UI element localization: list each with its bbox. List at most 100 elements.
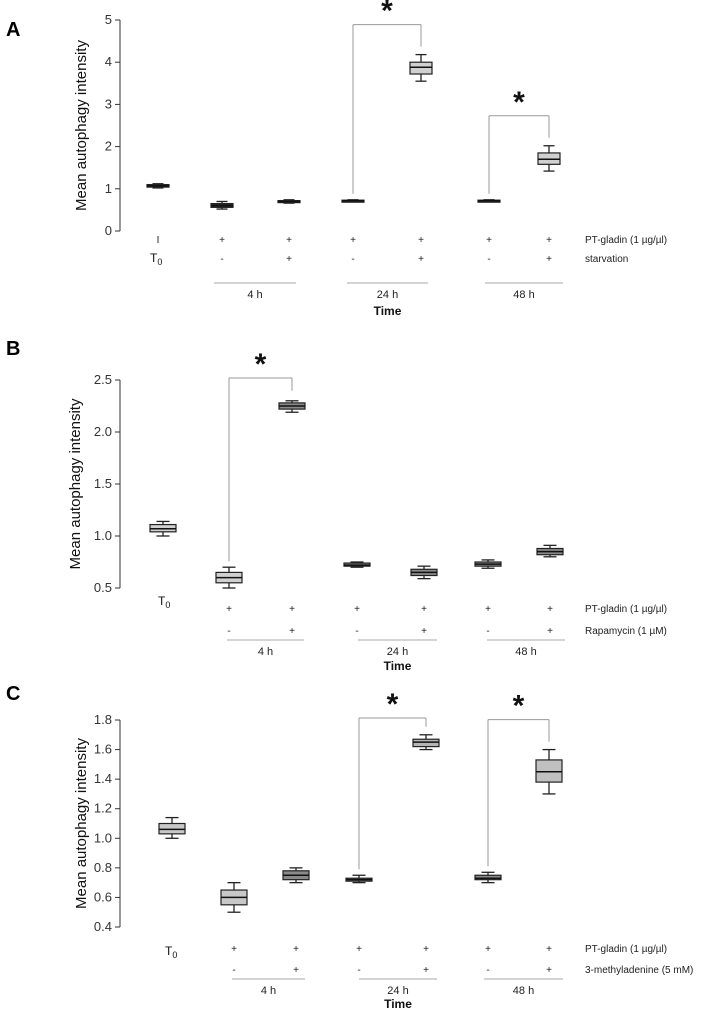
row1-marker: + — [354, 604, 360, 615]
significance-asterisk: * — [381, 0, 393, 28]
row2-marker: - — [220, 254, 223, 265]
box-1 — [220, 881, 248, 913]
row1-marker: + — [485, 604, 491, 615]
group-label: 4 h — [261, 985, 276, 997]
row1-marker: + — [356, 944, 362, 955]
group-label: 24 h — [387, 646, 408, 658]
y-tick-label: 1.4 — [94, 771, 112, 786]
y-tick-label: 1.0 — [94, 830, 112, 845]
row2-marker: - — [357, 965, 360, 976]
group-label: 4 h — [258, 646, 273, 658]
row1-label: PT-gladin (1 µg/µl) — [585, 235, 667, 246]
row2-marker: - — [486, 965, 489, 976]
row1-marker: + — [423, 944, 429, 955]
group-label: 48 h — [515, 646, 536, 658]
box-5 — [474, 871, 502, 884]
row2-marker: + — [423, 965, 429, 976]
box-5 — [474, 559, 502, 569]
row1-marker: + — [219, 235, 225, 246]
significance-asterisk: * — [513, 690, 525, 723]
y-tick-label: 1.2 — [94, 801, 112, 816]
row2-marker: + — [418, 254, 424, 265]
significance-bracket: * — [487, 690, 550, 867]
box-3 — [345, 874, 373, 884]
significance-bracket: * — [358, 688, 427, 870]
row1-marker: + — [485, 944, 491, 955]
row1-marker: + — [286, 235, 292, 246]
y-axis-label: Mean autophagy intensity — [73, 738, 90, 909]
y-tick-label: 2.0 — [94, 424, 112, 439]
row2-marker: - — [355, 626, 358, 637]
row1-label: PT-gladin (1 µg/µl) — [585, 604, 667, 615]
y-axis-label: Mean autophagy intensity — [73, 40, 90, 211]
y-axis-label: Mean autophagy intensity — [67, 398, 84, 569]
y-tick-label: 0 — [105, 223, 112, 238]
t0-label: T0 — [158, 594, 170, 610]
box-5 — [477, 199, 501, 203]
row2-marker: + — [289, 626, 295, 637]
box-4 — [409, 53, 433, 82]
row1-marker: + — [226, 604, 232, 615]
panel-label-a: A — [6, 19, 20, 41]
box-2 — [277, 199, 301, 204]
box-6 — [537, 145, 561, 172]
y-tick-label: 2.5 — [94, 372, 112, 387]
box-2 — [278, 400, 306, 413]
t0-label-sub: 0 — [157, 257, 162, 267]
y-tick-label: 1.8 — [94, 712, 112, 727]
box-2 — [282, 867, 310, 884]
box-1 — [210, 200, 234, 210]
row2-marker: + — [293, 965, 299, 976]
box-6 — [535, 748, 563, 795]
t0-label-sub: 0 — [165, 600, 170, 610]
t0-label-sub: 0 — [172, 950, 177, 960]
chart-panel-c: 0.4 0.6 0.8 1.0 1.2 1.4 1.6 1.8 Mean autophagy i… — [73, 688, 693, 1011]
significance-asterisk: * — [255, 348, 267, 381]
row2-marker: - — [227, 626, 230, 637]
row2-marker: + — [546, 254, 552, 265]
y-tick-label: 5 — [105, 12, 112, 27]
x-axis-title: Time — [374, 304, 402, 318]
group-label: 48 h — [513, 289, 534, 301]
y-tick-label: 1.6 — [94, 742, 112, 757]
box-4 — [410, 565, 438, 580]
box-3 — [341, 199, 365, 203]
y-tick-label: 0.6 — [94, 889, 112, 904]
significance-bracket: * — [352, 0, 422, 194]
row2-marker: + — [421, 626, 427, 637]
row2-marker: - — [486, 626, 489, 637]
row1-marker: + — [546, 944, 552, 955]
t0-label-main: T — [150, 251, 158, 265]
t0-label-main: T — [158, 594, 166, 608]
box-3 — [343, 561, 371, 568]
y-tick-label: 4 — [105, 54, 112, 69]
significance-asterisk: * — [387, 688, 399, 721]
panel-label-c: C — [6, 683, 20, 705]
chart-panel-b: 0.5 1.0 1.5 2.0 2.5 Mean autophagy intensity +… — [67, 348, 667, 673]
group-label: 48 h — [513, 985, 534, 997]
y-tick-label: 0.8 — [94, 860, 112, 875]
group-label: 4 h — [247, 289, 262, 301]
row1-marker: + — [289, 604, 295, 615]
row1-marker: + — [350, 235, 356, 246]
box-6 — [536, 544, 564, 558]
row1-marker: + — [547, 604, 553, 615]
group-label: 24 h — [387, 985, 408, 997]
row2-marker: - — [487, 254, 490, 265]
row2-marker: - — [232, 965, 235, 976]
x-axis-title: Time — [384, 659, 412, 673]
significance-bracket: * — [488, 86, 550, 194]
y-tick-label: 3 — [105, 96, 112, 111]
row2-marker: + — [547, 626, 553, 637]
y-tick-label: 1 — [105, 181, 112, 196]
row2-marker: - — [351, 254, 354, 265]
row1-marker: + — [486, 235, 492, 246]
significance-bracket: * — [228, 348, 293, 562]
row1-marker: + — [293, 944, 299, 955]
y-tick-label: 1.5 — [94, 476, 112, 491]
box-0 — [149, 520, 177, 537]
row2-label: 3-methyladenine (5 mM) — [585, 965, 693, 976]
t0-label: T0 — [165, 944, 177, 960]
y-tick-label: 0.5 — [94, 580, 112, 595]
